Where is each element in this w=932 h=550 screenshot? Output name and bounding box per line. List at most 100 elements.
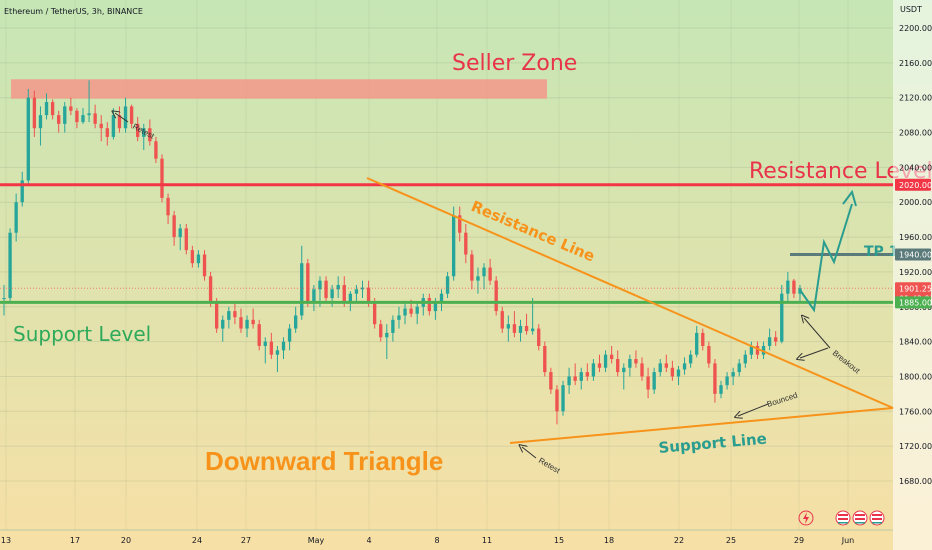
candle-body — [178, 228, 182, 238]
candle-body — [233, 311, 237, 318]
candle-body — [32, 97, 37, 129]
candle-body — [354, 289, 359, 294]
candle-body — [269, 341, 274, 355]
candle-body — [245, 319, 249, 329]
us-flag-icon[interactable] — [852, 510, 868, 526]
candle-body — [336, 284, 340, 290]
projection-arrowhead — [842, 189, 857, 207]
candle-body — [81, 115, 85, 123]
candle-body — [628, 359, 632, 368]
candle-body — [348, 293, 353, 303]
price-tick-label: 1920.00 — [899, 268, 932, 277]
candle-body — [555, 389, 559, 412]
price-tick-label: 2080.00 — [899, 129, 932, 138]
resistance-trendline — [366, 177, 894, 409]
time-tick-label: 27 — [241, 536, 251, 545]
candle-body — [701, 332, 705, 346]
candle-body — [707, 345, 711, 364]
candle-body — [688, 354, 693, 364]
candle-body — [190, 250, 195, 264]
candle-body — [324, 280, 328, 299]
candle-body — [664, 363, 668, 368]
footer-icons — [798, 510, 885, 526]
candle-body — [682, 363, 687, 370]
candle-body — [780, 293, 784, 342]
price-tag-value: 1901.25 — [899, 284, 932, 293]
candle-body — [202, 254, 207, 277]
time-tick-label: 4 — [366, 536, 371, 545]
candle-body — [652, 372, 656, 390]
candle-body — [300, 263, 304, 316]
candle-body — [275, 350, 280, 355]
us-flag-icon[interactable] — [835, 510, 851, 526]
candle-body — [111, 115, 116, 137]
candle-body — [87, 113, 91, 116]
candle-body — [646, 376, 650, 390]
projection-path — [799, 203, 853, 313]
candle-body — [99, 123, 103, 129]
candle-body — [221, 319, 225, 329]
us-flag-icon[interactable] — [869, 510, 885, 526]
candle-body — [634, 359, 638, 364]
candles-layer — [2, 80, 802, 425]
candle-body — [470, 254, 474, 281]
candle-body — [786, 280, 790, 294]
candle-body — [227, 311, 231, 320]
candle-body — [360, 287, 365, 290]
candle-body — [26, 97, 30, 181]
candle-body — [725, 376, 729, 386]
time-tick-label: 15 — [554, 536, 564, 545]
symbol-header: Ethereum / TetherUS, 3h, BINANCE — [4, 7, 143, 16]
time-tick-label: 17 — [70, 536, 80, 545]
zones-layer — [11, 79, 547, 99]
lightning-icon[interactable] — [798, 510, 814, 526]
candle-body — [458, 215, 462, 233]
price-tick-label: 1840.00 — [899, 338, 932, 347]
candle-body — [287, 328, 292, 342]
candle-body — [476, 276, 480, 281]
candle-body — [445, 276, 450, 294]
time-tick-label: 20 — [121, 536, 131, 545]
pattern-label: Downward Triangle — [205, 446, 443, 476]
candle-body — [579, 372, 583, 381]
price-tag — [895, 248, 931, 261]
price-tick-label: 1960.00 — [899, 233, 932, 242]
candle-body — [464, 232, 468, 255]
candle-body — [172, 215, 176, 238]
candle-body — [148, 128, 152, 142]
time-tick-label: 29 — [794, 536, 804, 545]
price-axis: 2200.00 2160.00 2120.00 2080.00 2040.00 2000.… — [899, 24, 932, 486]
candle-body — [142, 128, 146, 137]
candle-body — [597, 363, 602, 368]
time-tick-label: 18 — [604, 536, 614, 545]
candle-body — [14, 202, 18, 233]
candle-body — [537, 328, 541, 346]
retest-1-arrow — [115, 113, 129, 123]
candle-body — [755, 345, 760, 355]
candle-body — [506, 324, 511, 329]
price-tag-value: 2020.00 — [899, 181, 932, 190]
candle-body — [306, 263, 310, 303]
candle-body — [792, 280, 796, 294]
candle-body — [524, 325, 529, 332]
price-tick-label: 2160.00 — [899, 59, 932, 68]
support-level-label: Support Level — [13, 322, 151, 346]
candle-body — [251, 319, 255, 325]
candle-body — [743, 354, 747, 364]
time-tick-label: 11 — [482, 536, 492, 545]
candle-body — [215, 302, 219, 329]
candle-body — [372, 302, 377, 325]
price-axis-panel[interactable] — [893, 0, 932, 550]
candle-body — [774, 337, 778, 342]
seller-zone-box — [11, 79, 547, 99]
candle-body — [530, 328, 535, 332]
candle-body — [488, 267, 492, 281]
time-tick-label: 8 — [434, 536, 439, 545]
candle-body — [658, 363, 662, 373]
candle-body — [439, 293, 444, 303]
time-tick-label: May — [308, 536, 325, 545]
candle-body — [208, 276, 213, 303]
candle-body — [543, 345, 547, 373]
